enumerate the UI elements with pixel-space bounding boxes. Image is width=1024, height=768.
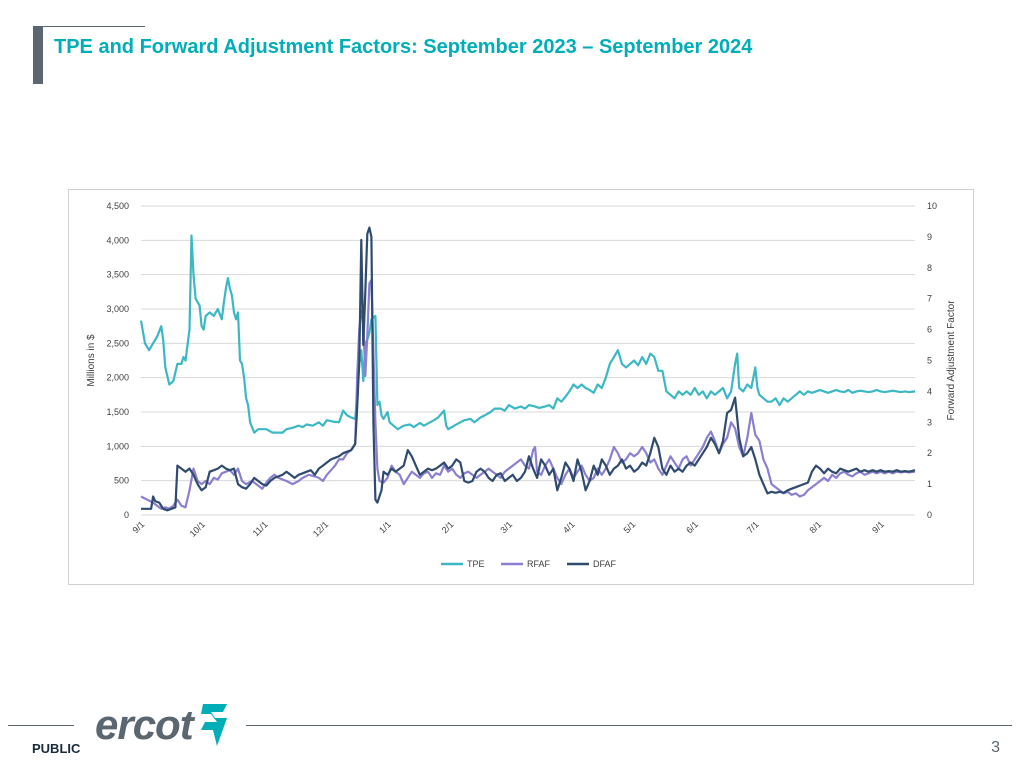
legend-label-tpe: TPE	[467, 559, 485, 569]
y-tick-label: 500	[114, 476, 129, 486]
y2-tick-label: 6	[927, 325, 932, 335]
series-line-rfaf	[140, 279, 916, 510]
x-tick-label: 3/1	[498, 519, 514, 535]
y-tick-label: 1,500	[106, 407, 129, 417]
ercot-logo: ercot	[95, 700, 231, 750]
chart-frame: 0 500 1,000 1,500 2,000 2,500 3,000 3,500 4,000 4…	[68, 189, 974, 585]
series-line-tpe	[139, 234, 916, 434]
tpe-faf-line-chart: 0 500 1,000 1,500 2,000 2,500 3,000 3,500 4,000 4…	[86, 201, 957, 569]
x-tick-label: 2/1	[440, 519, 456, 535]
x-tick-label: 12/1	[311, 519, 330, 538]
y-tick-label: 1,000	[106, 441, 129, 451]
y2-tick-label: 9	[927, 232, 932, 242]
series-line-dfaf	[141, 226, 916, 512]
slide-title: TPE and Forward Adjustment Factors: Sept…	[54, 36, 753, 58]
legend-label-rfaf: RFAF	[527, 559, 551, 569]
y2-tick-label: 1	[927, 479, 932, 489]
y2-tick-label: 2	[927, 448, 932, 458]
y-axis-title: Millions in $	[86, 334, 97, 387]
y-tick-label: 0	[124, 510, 129, 520]
y-tick-label: 3,000	[106, 304, 129, 314]
x-tick-label: 8/1	[807, 519, 823, 535]
texas-star-icon	[200, 704, 227, 746]
y2-tick-label: 10	[927, 201, 937, 211]
x-tick-label: 1/1	[377, 519, 393, 535]
legend-label-dfaf: DFAF	[593, 559, 617, 569]
y-tick-label: 3,500	[106, 270, 129, 280]
y-tick-label: 4,000	[106, 235, 129, 245]
x-tick-label: 10/1	[188, 519, 207, 538]
y2-axis-title: Forward Adjustment Factor	[946, 300, 957, 421]
y2-tick-label: 4	[927, 386, 932, 396]
footer-divider-right	[246, 725, 1012, 726]
x-tick-label: 4/1	[561, 519, 577, 535]
x-tick-label: 11/1	[251, 519, 270, 538]
title-accent-bar	[33, 26, 43, 84]
y2-tick-label: 5	[927, 356, 932, 366]
x-tick-label: 6/1	[684, 519, 700, 535]
logo-text: ercot	[95, 701, 194, 748]
y-tick-label: 2,000	[106, 373, 129, 383]
footer-divider-left	[8, 725, 74, 726]
footer-public-label: PUBLIC	[32, 741, 81, 756]
x-tick-label: 9/1	[870, 519, 886, 535]
y-tick-label: 2,500	[106, 338, 129, 348]
x-tick-label: 9/1	[130, 519, 146, 535]
y2-tick-label: 8	[927, 263, 932, 273]
title-accent-line	[33, 26, 145, 27]
y2-tick-label: 7	[927, 294, 932, 304]
y2-tick-label: 0	[927, 510, 932, 520]
page-number: 3	[991, 739, 1000, 756]
y2-tick-label: 3	[927, 417, 932, 427]
x-tick-label: 7/1	[745, 519, 761, 535]
x-tick-label: 5/1	[622, 519, 638, 535]
y-tick-label: 4,500	[106, 201, 129, 211]
